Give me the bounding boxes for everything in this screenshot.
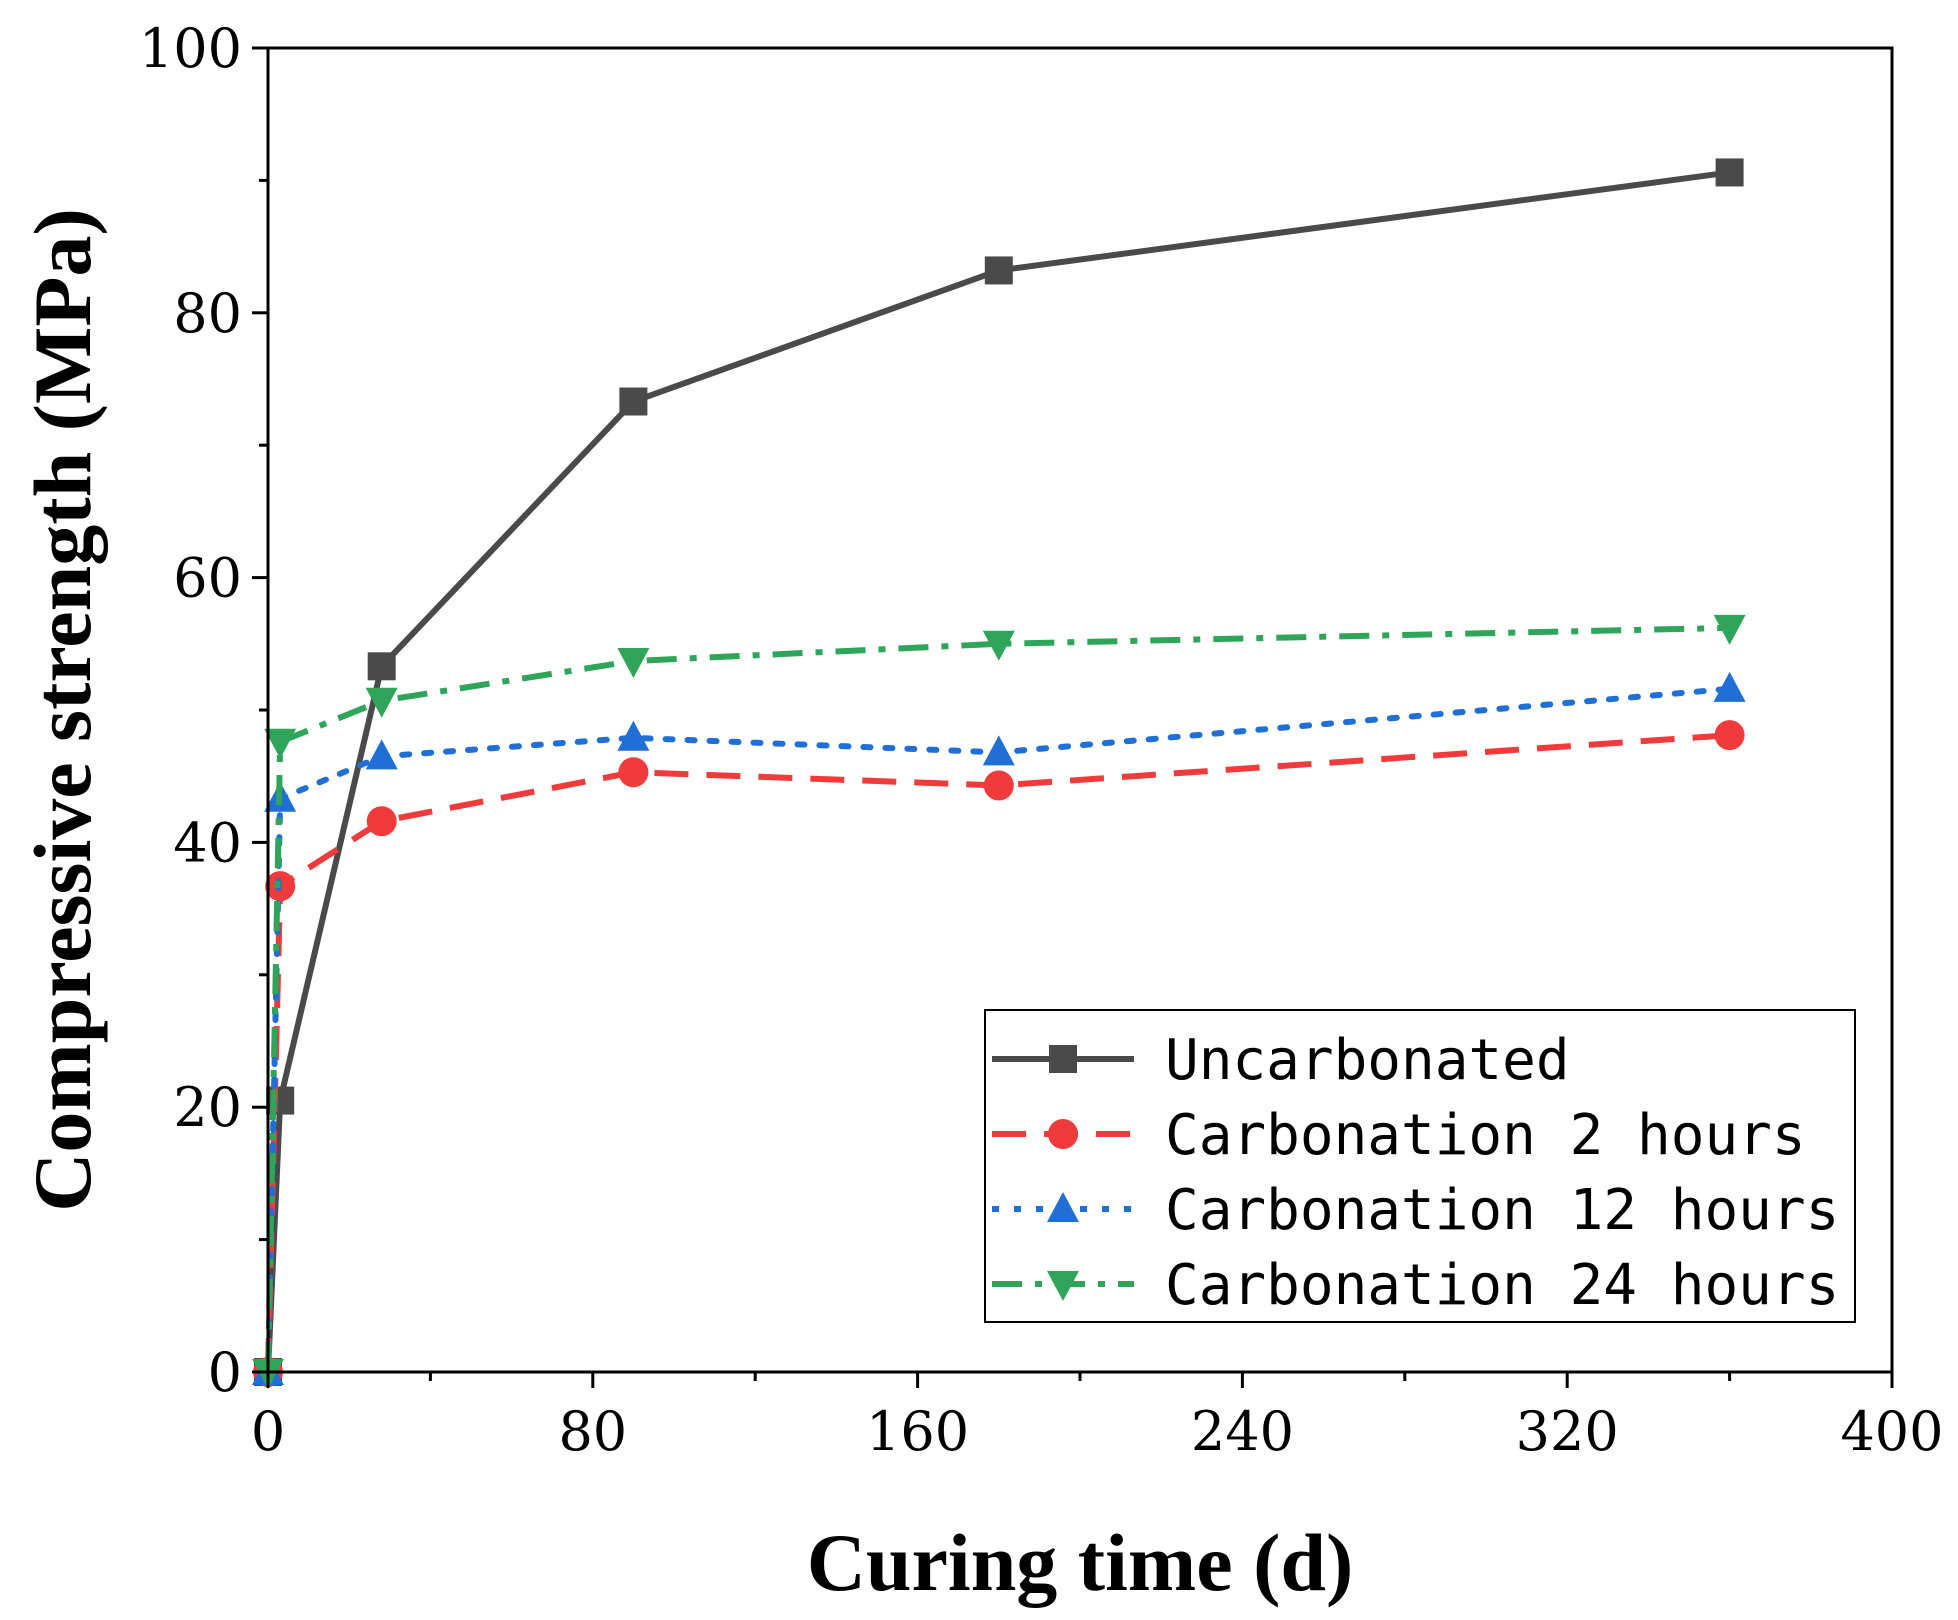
data-point	[619, 387, 648, 416]
ticks-layer: 0 80 160 240 320 400 0 20 40 60 80 100	[139, 17, 1944, 1463]
legend-marker	[1047, 1192, 1079, 1222]
data-point	[618, 757, 649, 788]
legend-label: Carbonation 12 hours	[1165, 1178, 1839, 1243]
x-tick-label: 160	[866, 1400, 969, 1463]
series-1	[254, 158, 1744, 1386]
series-4	[252, 614, 1746, 1389]
data-point	[1715, 158, 1744, 187]
x-tick-label: 80	[558, 1400, 627, 1463]
data-point	[982, 630, 1015, 661]
y-tick-label: 100	[139, 17, 242, 80]
legend-label: Carbonation 24 hours	[1165, 1253, 1839, 1318]
legend-label: Carbonation 2 hours	[1165, 1103, 1806, 1168]
data-point	[617, 648, 650, 679]
data-point	[365, 739, 398, 770]
series-line	[265, 169, 1730, 1373]
legend-marker	[1048, 1119, 1078, 1149]
data-point	[366, 806, 397, 837]
x-axis-title: Curing time (d)	[807, 1517, 1354, 1608]
data-point	[984, 256, 1013, 285]
y-tick-label: 60	[173, 547, 242, 610]
data-point	[365, 687, 398, 718]
x-tick-label: 400	[1840, 1400, 1943, 1463]
data-point	[1713, 671, 1746, 702]
data-point	[264, 728, 297, 759]
y-axis-title: Compressive strength (MPa)	[17, 208, 108, 1212]
data-point	[1713, 614, 1746, 645]
data-point	[982, 735, 1015, 766]
legend-marker	[1047, 1271, 1079, 1301]
series-line	[265, 624, 1730, 1373]
y-tick-label: 80	[173, 282, 242, 345]
series-layer	[252, 158, 1746, 1389]
data-point	[1714, 720, 1745, 751]
x-tick-label: 240	[1191, 1400, 1294, 1463]
x-tick-label: 0	[251, 1400, 285, 1463]
y-tick-label: 0	[208, 1341, 242, 1404]
x-tick-label: 320	[1516, 1400, 1619, 1463]
legend: Uncarbonated Carbonation 2 hours Carbonati…	[984, 1009, 1856, 1323]
data-point	[983, 770, 1014, 801]
y-tick-label: 40	[173, 811, 242, 874]
series-line	[265, 732, 1730, 1373]
data-point	[367, 652, 396, 681]
legend-label: Uncarbonated	[1165, 1028, 1570, 1093]
y-tick-label: 20	[173, 1076, 242, 1139]
data-point	[617, 720, 650, 751]
legend-marker	[1049, 1045, 1077, 1073]
